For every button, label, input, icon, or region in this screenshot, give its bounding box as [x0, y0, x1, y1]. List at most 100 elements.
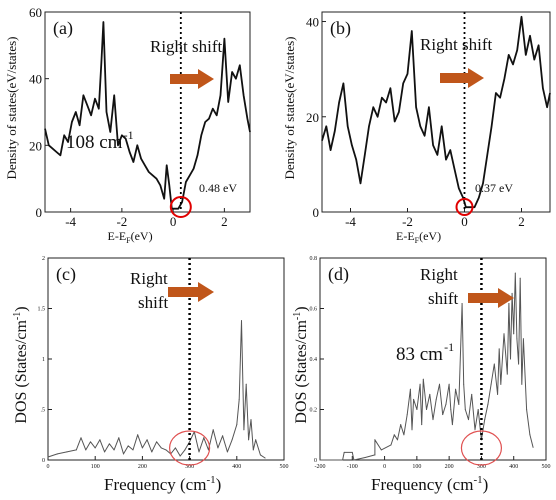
- data-point: [127, 445, 129, 447]
- data-point: [196, 154, 198, 156]
- right-label: Right: [130, 269, 168, 288]
- data-point: [503, 333, 505, 335]
- data-point: [104, 451, 106, 453]
- x-axis-label: Frequency (cm-1): [371, 474, 488, 494]
- x-axis-label-end: ): [216, 475, 222, 494]
- data-point: [432, 144, 434, 146]
- shift-label: shift: [138, 293, 169, 312]
- data-point: [491, 125, 493, 127]
- data-point: [338, 101, 340, 103]
- data-point: [204, 121, 206, 123]
- y-tick-label: 60: [29, 5, 42, 20]
- data-point: [409, 388, 411, 390]
- y-axis-label-end: ): [13, 306, 30, 311]
- panel-label: (b): [330, 18, 351, 39]
- x-tick-label: 300: [185, 464, 194, 470]
- data-point: [71, 121, 73, 123]
- y-tick-label: 0: [42, 458, 45, 464]
- highlight-circle: [460, 430, 503, 466]
- data-point: [424, 135, 426, 137]
- data-point: [252, 449, 254, 451]
- data-point: [445, 403, 447, 405]
- data-point: [117, 144, 119, 146]
- data-point: [259, 454, 261, 456]
- right-shift-label: Right shift: [150, 37, 223, 56]
- data-point: [141, 447, 143, 449]
- data-point: [415, 106, 417, 108]
- data-point: [75, 449, 77, 451]
- data-point: [498, 348, 500, 350]
- data-point: [140, 158, 142, 160]
- data-point: [212, 429, 214, 431]
- data-point: [353, 459, 355, 461]
- x-tick-label: 200: [445, 464, 454, 470]
- data-point: [347, 125, 349, 127]
- data-point: [390, 444, 392, 446]
- data-point: [222, 435, 224, 437]
- data-point: [532, 446, 534, 448]
- x-tick-label: -4: [345, 214, 356, 229]
- data-point: [381, 97, 383, 99]
- data-point: [518, 363, 520, 365]
- data-point: [100, 61, 102, 63]
- data-point: [163, 198, 165, 200]
- plot-frame: [321, 11, 551, 213]
- data-point: [359, 182, 361, 184]
- data-point: [525, 54, 527, 56]
- data-point: [264, 457, 266, 459]
- data-point: [330, 149, 332, 151]
- data-point: [231, 71, 233, 73]
- x-tick-label: 0: [461, 214, 468, 229]
- y-axis-label: Density of states(eV/states): [4, 37, 19, 180]
- x-axis-label-subscript: F: [415, 236, 420, 245]
- data-point: [44, 128, 46, 130]
- data-point: [193, 168, 195, 170]
- y-tick-label: .5: [41, 408, 46, 414]
- y-tick-label: 2: [42, 256, 45, 262]
- data-point: [177, 208, 179, 210]
- data-point: [56, 453, 58, 455]
- data-point: [321, 140, 323, 142]
- data-point: [109, 131, 111, 133]
- data-point: [245, 383, 247, 385]
- panel-label: (d): [328, 264, 349, 285]
- data-point: [342, 459, 344, 461]
- data-point: [246, 118, 248, 120]
- data-point: [503, 78, 505, 80]
- data-point: [458, 187, 460, 189]
- data-point: [231, 439, 233, 441]
- data-point: [185, 181, 187, 183]
- data-point: [519, 277, 521, 279]
- data-point: [364, 456, 366, 458]
- data-point: [236, 424, 238, 426]
- y-tick-label: 40: [29, 72, 42, 87]
- data-point: [79, 124, 81, 126]
- x-axis-label-unit: (eV): [131, 229, 153, 243]
- data-point: [98, 108, 100, 110]
- data-point: [526, 409, 528, 410]
- y-axis-label: Density of states(eV/states): [282, 37, 297, 180]
- data-point: [377, 116, 379, 118]
- data-point: [432, 419, 434, 421]
- data-point: [413, 398, 415, 400]
- data-point: [118, 437, 120, 439]
- data-point: [438, 383, 440, 385]
- data-point: [94, 447, 96, 449]
- data-point: [248, 439, 250, 441]
- x-axis-label-unit: (eV): [419, 229, 441, 243]
- data-point: [421, 424, 423, 426]
- data-point: [372, 106, 374, 108]
- data-point: [533, 59, 535, 61]
- data-point: [493, 363, 495, 365]
- highlight-circle: [455, 198, 474, 216]
- data-point: [151, 451, 153, 453]
- x-tick-label: 200: [138, 464, 147, 470]
- data-point: [351, 451, 353, 453]
- data-point: [156, 441, 158, 443]
- data-point: [521, 383, 523, 385]
- data-point: [108, 443, 110, 445]
- plot-frame: [44, 11, 251, 213]
- data-point: [165, 449, 167, 451]
- data-point: [529, 35, 531, 37]
- x-tick-label: 300: [477, 464, 486, 470]
